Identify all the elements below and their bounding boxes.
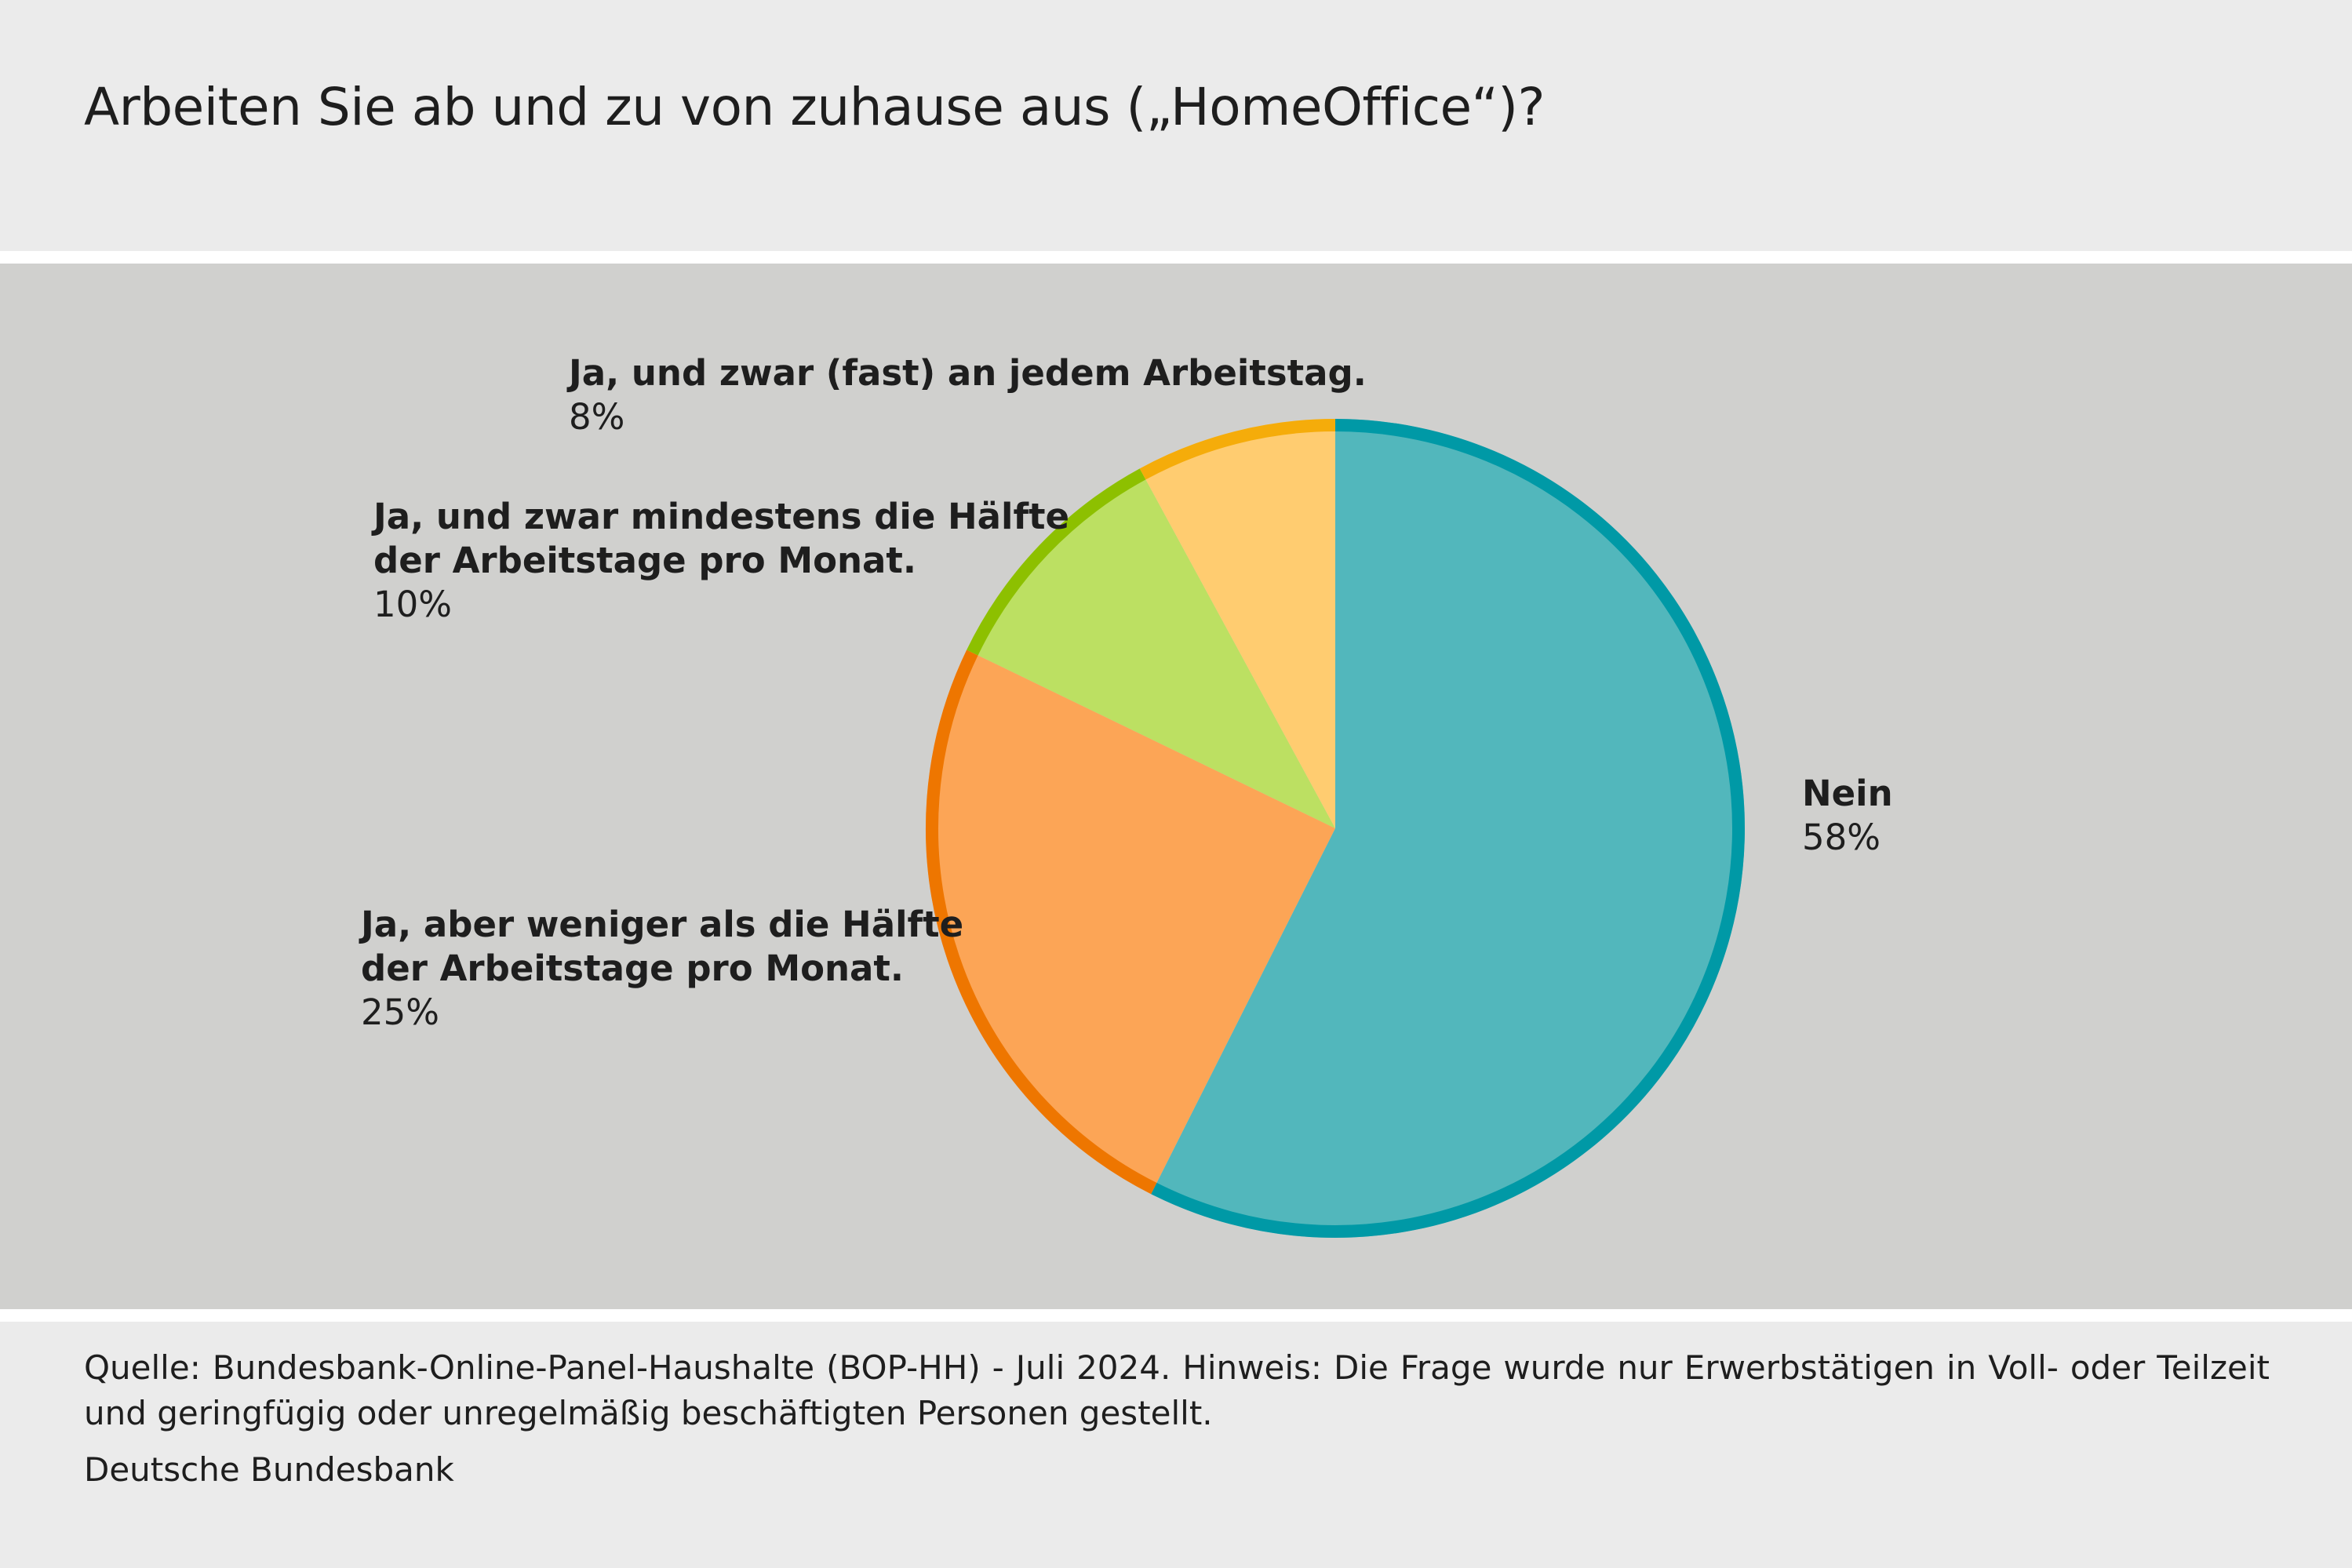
slice-label-nein: Nein 58% bbox=[1802, 772, 1893, 860]
slice-label-value: 58% bbox=[1802, 817, 1881, 858]
slice-label-name: Ja, und zwar (fast) an jedem Arbeitstag. bbox=[569, 352, 1367, 394]
slice-label-weniger-haelfte: Ja, aber weniger als die Hälfte der Arbe… bbox=[361, 903, 963, 1035]
slice-label-mindestens-haelfte: Ja, und zwar mindestens die Hälfte der A… bbox=[373, 495, 1069, 627]
slice-label-value: 25% bbox=[361, 991, 440, 1033]
separator-top bbox=[0, 251, 2352, 264]
slice-label-name: Nein bbox=[1802, 773, 1893, 814]
pie-slice-rim-3 bbox=[1139, 419, 1336, 480]
slice-label-name-line2: der Arbeitstage pro Monat. bbox=[373, 540, 917, 581]
footer: Quelle: Bundesbank-Online-Panel-Haushalt… bbox=[0, 1322, 2352, 1568]
pie-slice-3 bbox=[1139, 419, 1335, 828]
separator-bottom bbox=[0, 1309, 2352, 1322]
slice-label-value: 10% bbox=[373, 584, 453, 625]
slice-label-name-line1: Ja, und zwar mindestens die Hälfte bbox=[373, 496, 1070, 537]
slice-label-jeden-arbeitstag: Ja, und zwar (fast) an jedem Arbeitstag.… bbox=[569, 351, 1367, 439]
pie-slice-1 bbox=[925, 649, 1335, 1195]
slice-label-name-line2: der Arbeitstage pro Monat. bbox=[361, 948, 905, 989]
chart-area: Nein 58% Ja, aber weniger als die Hälfte… bbox=[0, 264, 2352, 1309]
pie-slice-2 bbox=[967, 468, 1335, 828]
pie-slice-rim-0 bbox=[1151, 419, 1745, 1238]
header: Arbeiten Sie ab und zu von zuhause aus (… bbox=[0, 0, 2352, 251]
pie-slice-rim-2 bbox=[967, 468, 1146, 656]
publisher: Deutsche Bundesbank bbox=[84, 1450, 454, 1489]
pie-chart bbox=[925, 419, 1745, 1238]
pie-slice-rim-1 bbox=[926, 649, 1157, 1195]
pie-slice-0 bbox=[1151, 419, 1745, 1238]
slice-label-name-line1: Ja, aber weniger als die Hälfte bbox=[361, 904, 964, 945]
slice-label-value: 8% bbox=[569, 396, 625, 438]
chart-title: Arbeiten Sie ab und zu von zuhause aus (… bbox=[84, 77, 1546, 137]
source-note: Quelle: Bundesbank-Online-Panel-Haushalt… bbox=[84, 1348, 2270, 1432]
